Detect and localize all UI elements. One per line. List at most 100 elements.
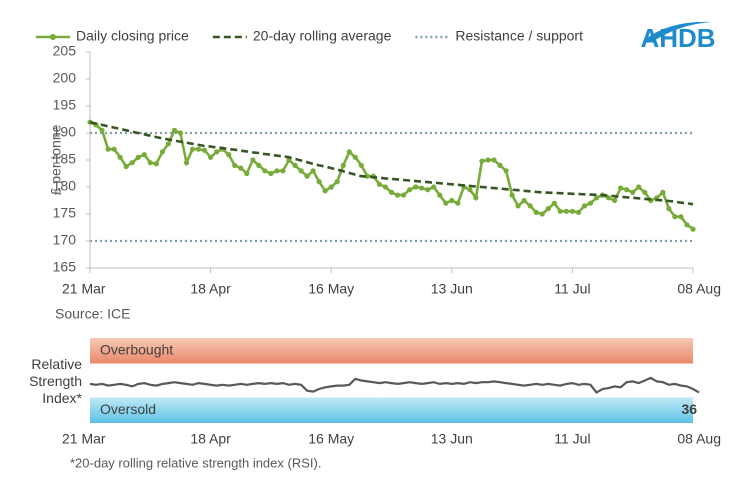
point [419, 185, 425, 191]
point [527, 203, 533, 209]
y-tick-label: 195 [53, 97, 77, 113]
y-tick-label: 185 [53, 151, 77, 167]
point [533, 209, 539, 215]
point [177, 130, 184, 136]
source: Source: ICE [55, 306, 130, 322]
band [90, 397, 693, 423]
footnote: *20-day rolling relative strength index … [70, 455, 321, 470]
series-line [89, 120, 694, 206]
point [226, 152, 232, 158]
point [485, 157, 491, 163]
point [262, 168, 268, 174]
point [593, 195, 600, 201]
point [214, 149, 220, 155]
point [624, 187, 630, 193]
point [376, 181, 383, 187]
y-tick-label: 170 [53, 232, 77, 248]
x-tick-label: 21 Mar [62, 431, 106, 447]
point [431, 184, 437, 190]
y-tick-label: 205 [53, 43, 77, 59]
point [479, 158, 485, 164]
point [612, 197, 618, 204]
point [159, 149, 165, 155]
point [340, 162, 346, 168]
point [642, 189, 648, 195]
point [437, 192, 443, 198]
point [690, 226, 696, 232]
band-label: Overbought [100, 341, 173, 357]
point [630, 189, 636, 195]
point [244, 170, 250, 177]
x-tick-label: 11 Jul [554, 431, 590, 447]
legend-label: Daily closing price [76, 28, 189, 44]
point [563, 208, 569, 214]
point [352, 154, 358, 160]
x-tick-label: 21 Mar [62, 281, 106, 297]
point [232, 162, 238, 168]
point [183, 160, 190, 166]
y-tick-label: 190 [53, 124, 77, 140]
y-tick-label: 180 [53, 178, 77, 194]
y-tick-label: 165 [53, 259, 77, 275]
point [581, 203, 588, 209]
point [250, 157, 256, 163]
point [141, 152, 147, 158]
point [268, 170, 274, 177]
point [382, 184, 389, 190]
logo-swoosh [644, 21, 712, 42]
point [413, 184, 419, 190]
y-axis-label: £ per tonne [48, 124, 64, 195]
x-tick-label: 08 Aug [677, 431, 721, 447]
point [666, 206, 672, 212]
point [129, 160, 135, 166]
point [394, 192, 401, 198]
point [557, 208, 563, 214]
point [455, 200, 461, 206]
point [636, 184, 642, 190]
x-tick-label: 18 Apr [190, 431, 231, 447]
point [99, 127, 105, 133]
point [105, 146, 111, 152]
point [497, 162, 503, 168]
point [147, 160, 153, 166]
point [400, 192, 407, 198]
point [539, 211, 545, 217]
series-line [89, 121, 694, 231]
value-label: 36 [681, 401, 697, 417]
point [117, 154, 123, 160]
point [195, 146, 202, 152]
y-tick-label: 175 [53, 205, 77, 221]
point [358, 162, 364, 168]
point [334, 179, 340, 185]
point [473, 195, 479, 201]
point [328, 184, 334, 190]
y-tick-label: 200 [53, 70, 77, 86]
point [292, 162, 298, 168]
rsi-label: Relative Strength Index* [29, 356, 82, 406]
point [256, 162, 262, 168]
point [678, 214, 684, 220]
point [545, 206, 551, 212]
point [618, 185, 624, 191]
point [467, 187, 473, 193]
point [684, 222, 690, 228]
legend-label: 20-day rolling average [253, 28, 392, 44]
x-tick-label: 13 Jun [431, 431, 473, 447]
band-label: Oversold [100, 401, 156, 417]
series-line [89, 376, 700, 394]
point [503, 168, 509, 174]
point [388, 189, 395, 195]
point [587, 200, 594, 206]
point [153, 161, 159, 167]
point [672, 214, 678, 220]
legend-marker [50, 34, 56, 40]
x-tick-label: 18 Apr [190, 281, 231, 297]
point [189, 146, 196, 152]
point [406, 187, 413, 193]
point [449, 197, 455, 204]
point [238, 165, 244, 171]
point [443, 200, 449, 206]
point [201, 147, 208, 153]
point [316, 179, 322, 185]
